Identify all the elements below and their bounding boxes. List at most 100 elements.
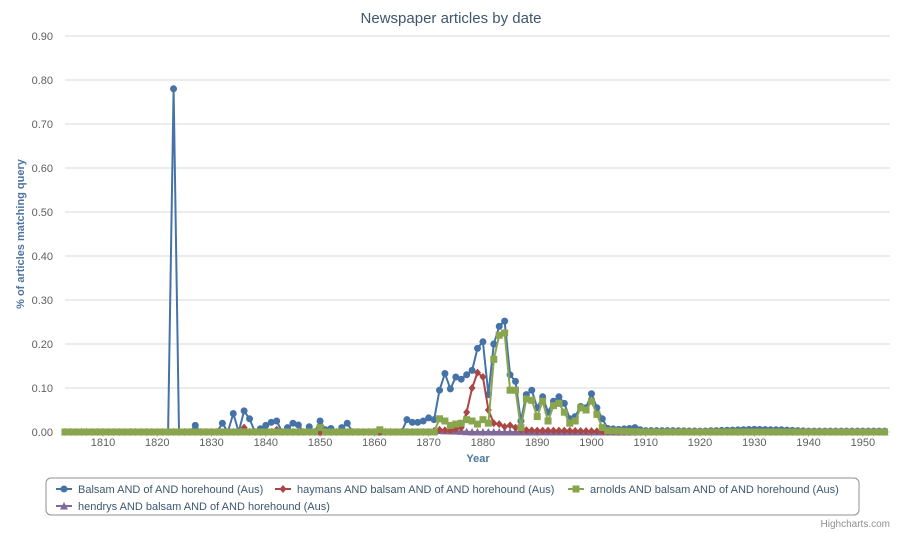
- data-point: [615, 427, 623, 435]
- data-point: [294, 421, 302, 429]
- data-point: [170, 428, 178, 436]
- legend-item-3[interactable]: arnolds AND balsam AND of AND horehound …: [568, 484, 839, 496]
- data-point: [750, 428, 758, 436]
- y-axis-ticks: 0.00 0.10 0.20 0.30 0.40 0.50 0.60 0.70 0.80 0.90: [32, 31, 53, 439]
- legend-item-1[interactable]: Balsam AND of AND horehound (Aus): [56, 484, 263, 496]
- legend: Balsam AND of AND horehound (Aus) haymans…: [45, 477, 860, 516]
- data-point: [159, 428, 167, 436]
- data-point: [484, 428, 493, 436]
- data-point: [474, 344, 481, 352]
- data-point: [441, 369, 449, 377]
- legend-label: arnolds AND balsam AND of AND horehound …: [590, 484, 839, 496]
- data-point: [761, 428, 769, 436]
- credits-link[interactable]: Highcharts.com: [821, 519, 890, 530]
- data-point: [826, 428, 834, 436]
- data-point: [544, 417, 552, 425]
- data-point: [99, 428, 107, 436]
- data-point: [474, 368, 481, 377]
- data-point: [94, 428, 102, 436]
- data-point: [647, 428, 655, 436]
- legend-marker: [572, 485, 580, 493]
- data-point: [332, 428, 340, 436]
- data-point: [197, 428, 205, 436]
- data-point: [848, 428, 856, 436]
- data-point: [663, 428, 671, 436]
- data-point: [490, 419, 498, 428]
- data-point: [191, 421, 199, 429]
- data-point: [235, 428, 243, 436]
- data-point: [457, 419, 465, 427]
- data-point: [381, 428, 389, 436]
- data-point: [208, 428, 216, 436]
- data-point: [430, 416, 438, 424]
- y-tick-label: 0.10: [32, 383, 53, 395]
- y-tick-label: 0.70: [32, 119, 53, 131]
- data-point: [479, 416, 487, 424]
- x-tick-label: 1940: [796, 437, 820, 449]
- data-point: [821, 428, 829, 436]
- data-point: [349, 428, 357, 436]
- data-point: [468, 428, 477, 436]
- data-point: [511, 423, 519, 432]
- legend-marker: [279, 485, 287, 493]
- data-point: [262, 421, 270, 429]
- data-point: [495, 420, 503, 429]
- data-point: [300, 428, 308, 436]
- data-point: [229, 428, 237, 436]
- data-point: [305, 423, 313, 431]
- data-point: [772, 428, 780, 436]
- data-point: [218, 428, 226, 436]
- data-point: [500, 428, 509, 436]
- legend-item-4[interactable]: hendrys AND balsam AND of AND horehound …: [56, 501, 330, 513]
- data-point: [441, 417, 449, 425]
- data-point: [360, 428, 368, 436]
- data-point: [61, 428, 69, 436]
- data-point: [463, 408, 471, 417]
- legend-item-2[interactable]: haymans AND balsam AND of AND horehound …: [275, 484, 554, 496]
- data-point: [218, 419, 226, 427]
- data-point: [631, 428, 639, 436]
- data-point: [436, 386, 444, 394]
- data-point: [587, 390, 595, 398]
- data-point: [441, 426, 449, 435]
- data-point: [452, 420, 460, 428]
- data-point: [77, 428, 85, 436]
- data-point: [653, 428, 661, 436]
- data-point: [837, 428, 845, 436]
- data-point: [560, 426, 568, 435]
- data-point: [555, 399, 563, 407]
- data-point: [392, 428, 400, 436]
- data-point: [620, 427, 628, 435]
- data-point: [598, 424, 606, 432]
- data-point: [273, 428, 281, 436]
- data-point: [805, 428, 813, 436]
- data-point: [669, 428, 677, 436]
- data-point: [587, 397, 595, 405]
- data-point: [376, 426, 384, 434]
- data-point: [685, 428, 693, 436]
- legend-label: Balsam AND of AND horehound (Aus): [78, 484, 263, 496]
- data-point: [88, 428, 96, 436]
- data-point: [799, 428, 807, 436]
- data-point: [506, 428, 515, 436]
- data-point: [560, 408, 568, 416]
- x-tick-label: 1870: [416, 437, 440, 449]
- data-point: [729, 428, 737, 436]
- data-point: [609, 427, 617, 435]
- data-point: [240, 428, 248, 436]
- data-point: [229, 410, 237, 418]
- data-point: [246, 415, 254, 423]
- data-point: [213, 428, 221, 436]
- x-tick-label: 1850: [308, 437, 332, 449]
- legend-label: hendrys AND balsam AND of AND horehound …: [78, 501, 330, 513]
- data-point: [170, 85, 178, 93]
- data-point: [544, 426, 552, 435]
- data-point: [783, 428, 791, 436]
- data-point: [142, 428, 150, 436]
- data-point: [191, 428, 199, 436]
- data-point: [859, 428, 867, 436]
- data-point: [403, 416, 411, 424]
- data-point: [387, 428, 395, 436]
- data-point: [436, 425, 444, 434]
- data-point: [843, 428, 851, 436]
